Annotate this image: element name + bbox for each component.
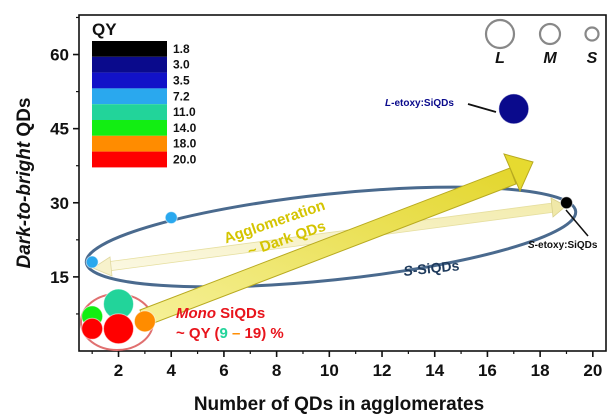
qy-swatch xyxy=(92,104,167,120)
qy-value: 1.8 xyxy=(173,42,190,56)
x-axis-label: Number of QDs in agglomerates xyxy=(194,394,484,415)
x-tick-label: 18 xyxy=(531,361,550,380)
qy-swatch xyxy=(92,135,167,152)
y-tick-label: 15 xyxy=(50,268,69,287)
plot-area xyxy=(78,14,607,352)
data-point xyxy=(103,313,135,345)
x-tick-label: 14 xyxy=(425,361,444,380)
size-legend-circle xyxy=(484,18,516,50)
qy-swatch xyxy=(92,120,167,136)
size-legend-circle xyxy=(584,26,600,42)
data-point xyxy=(164,211,178,225)
y-tick-label: 45 xyxy=(50,120,69,139)
y-axis: 15 30 45 60 xyxy=(50,16,79,315)
x-tick-label: 10 xyxy=(320,361,339,380)
data-point xyxy=(498,93,530,125)
mono-qy-range: ~ QY (9 – 19) % xyxy=(176,325,284,342)
l-etoxy-leader xyxy=(467,103,497,113)
x-tick-label: 2 xyxy=(114,361,123,380)
size-legend-circle xyxy=(538,22,562,46)
s-etoxy-leader xyxy=(565,209,589,237)
data-point xyxy=(81,317,104,340)
x-tick-label: 20 xyxy=(583,361,602,380)
size-legend-label: M xyxy=(543,50,557,67)
qy-value: 14.0 xyxy=(173,121,197,135)
qy-swatch xyxy=(92,41,167,57)
qy-value: 7.2 xyxy=(173,89,190,103)
agglomeration-arrow xyxy=(139,153,534,327)
qy-value: 3.5 xyxy=(173,74,190,88)
x-tick-label: 12 xyxy=(373,361,392,380)
qy-swatch xyxy=(92,56,167,73)
data-point xyxy=(85,255,99,269)
qy-legend: QY 1.8 3.0 3.57.2 11.0 14.0 18.0 20.0 xyxy=(92,20,197,168)
x-tick-label: 16 xyxy=(478,361,497,380)
qy-value: 3.0 xyxy=(173,58,190,72)
qy-value: 11.0 xyxy=(173,105,196,119)
x-tick-label: 4 xyxy=(166,361,176,380)
l-etoxy-label: L-etoxy:SiQDs xyxy=(385,98,454,109)
y-tick-label: 60 xyxy=(50,46,69,65)
qy-value: 20.0 xyxy=(173,153,197,167)
y-tick-label: 30 xyxy=(50,194,69,213)
qy-value: 18.0 xyxy=(173,137,197,151)
x-tick-label: 8 xyxy=(272,361,281,380)
qy-swatch xyxy=(92,151,167,168)
size-legend-label: L xyxy=(495,50,505,67)
data-point xyxy=(559,196,573,210)
s-siqds-label: S-SiQDs xyxy=(403,257,461,279)
mono-siqds-label: Mono SiQDs xyxy=(176,305,265,322)
qy-swatch xyxy=(92,88,167,105)
s-etoxy-label: S-etoxy:SiQDs xyxy=(528,240,598,251)
qy-swatch xyxy=(92,72,167,89)
size-legend-label: S xyxy=(587,50,598,67)
x-axis: 2 4 6 8 10 12 14 16 18 20 xyxy=(91,351,602,380)
qy-legend-title: QY xyxy=(92,20,117,39)
y-axis-label: Dark-to-bright QDs xyxy=(14,97,35,268)
data-point xyxy=(133,310,156,333)
x-tick-label: 6 xyxy=(219,361,228,380)
data-points xyxy=(81,93,573,345)
